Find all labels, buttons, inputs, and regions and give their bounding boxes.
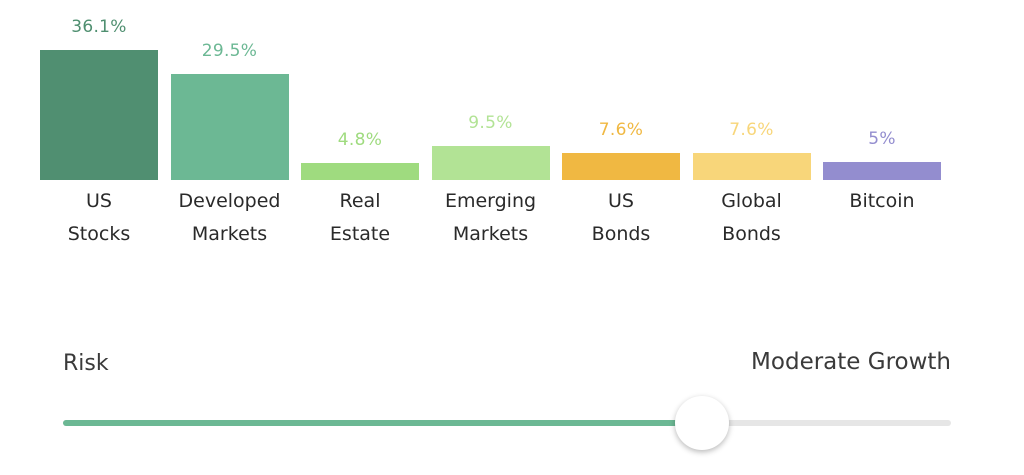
allocation-bar-chart: 36.1% US Stocks 29.5% Developed Markets 4.8%…	[40, 0, 941, 245]
bar-category-label: Developed Markets	[178, 190, 281, 245]
bar-column: 7.6%	[562, 0, 680, 180]
bar-column: 36.1%	[40, 0, 158, 180]
bar-category-label: US Stocks	[67, 190, 131, 245]
bar-value-label: 5%	[868, 128, 896, 149]
bar-value-label: 29.5%	[201, 40, 258, 61]
risk-slider-thumb[interactable]	[675, 396, 730, 450]
bar-category-label: Global Bonds	[721, 190, 782, 245]
bar	[170, 73, 289, 180]
bar	[692, 152, 811, 180]
risk-slider-fill	[63, 420, 703, 426]
bar-column: 4.8%	[301, 0, 419, 180]
risk-label: Risk	[63, 351, 109, 376]
bar	[40, 50, 158, 180]
bar-value-label: 7.6%	[598, 119, 644, 140]
risk-slider[interactable]	[63, 396, 951, 450]
bar-column: 7.6%	[692, 0, 811, 180]
bar-category-label: Bitcoin	[849, 190, 915, 212]
bar	[431, 145, 550, 180]
bar-value-label: 36.1%	[71, 17, 127, 37]
bar-column: 5%	[823, 0, 941, 180]
bar-category-label: Emerging Markets	[444, 190, 537, 245]
bar-column: 29.5%	[170, 0, 289, 180]
bar-value-label: 9.5%	[468, 112, 513, 133]
bar	[562, 152, 680, 180]
bar-column: 9.5%	[431, 0, 550, 180]
bar-value-label: 4.8%	[337, 129, 383, 150]
bar-value-label: 7.6%	[729, 119, 774, 140]
bar-category-label: Real Estate	[329, 190, 391, 245]
risk-level-value: Moderate Growth	[751, 349, 951, 375]
bar-category-label: US Bonds	[591, 190, 651, 245]
bar	[823, 162, 941, 180]
bar	[301, 162, 419, 180]
